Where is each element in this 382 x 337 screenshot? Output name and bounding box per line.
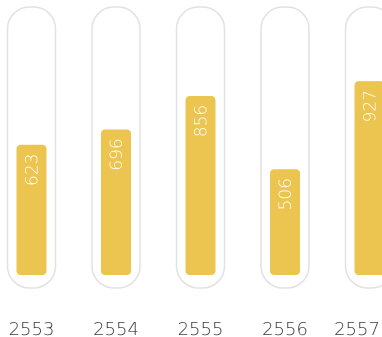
data-labels: 623 696 856 506 927: [23, 90, 381, 210]
x-tick-label-2556: 2556: [262, 319, 308, 337]
bars: [16, 81, 382, 275]
x-axis-tick-labels: 2553 2554 2555 2556 2557: [9, 319, 380, 337]
bar-2553: [16, 144, 47, 275]
bar-2555: [185, 96, 216, 275]
x-tick-label-2555: 2555: [178, 319, 224, 337]
data-label-2555: 856: [192, 105, 212, 137]
x-tick-label-2554: 2554: [93, 319, 139, 337]
x-tick-label-2553: 2553: [9, 319, 55, 337]
bar-2556: [270, 169, 300, 275]
data-label-2553: 623: [23, 154, 43, 186]
data-label-2554: 696: [107, 138, 127, 170]
bar-2554: [101, 129, 131, 275]
x-tick-label-2557: 2557: [334, 319, 380, 337]
data-label-2556: 506: [276, 178, 296, 210]
data-label-2557: 927: [361, 90, 381, 122]
bar-2557: [354, 81, 382, 275]
